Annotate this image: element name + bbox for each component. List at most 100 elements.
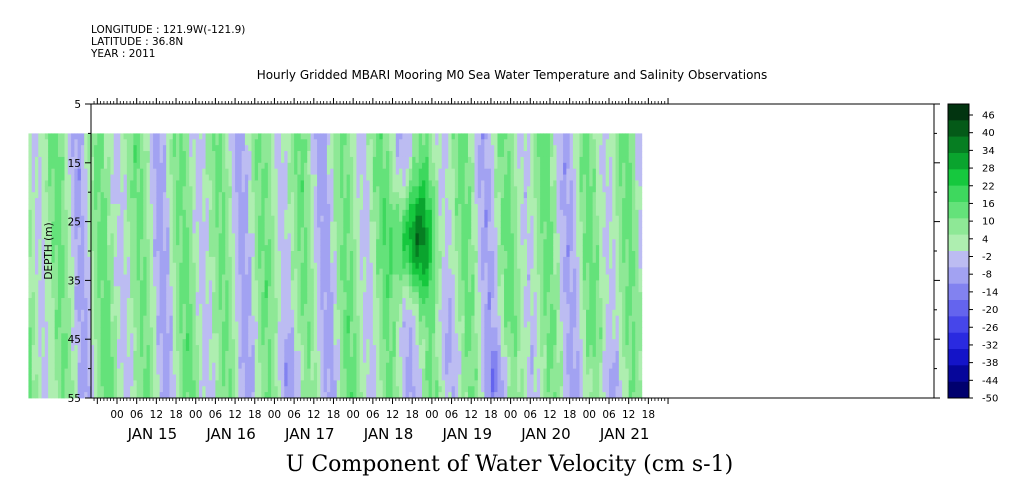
heatmap-cell — [100, 168, 105, 175]
heatmap-cell — [199, 262, 203, 270]
heatmap-cell — [248, 174, 252, 181]
heatmap-cell — [123, 162, 128, 170]
heatmap-cell — [162, 251, 167, 258]
heatmap-cell — [340, 151, 344, 158]
heatmap-cell — [267, 227, 272, 234]
heatmap-cell — [202, 145, 206, 152]
heatmap-cell — [320, 333, 325, 340]
heatmap-cell — [169, 139, 174, 146]
heatmap-cell — [353, 156, 357, 164]
heatmap-cell — [80, 174, 85, 181]
heatmap-cell — [64, 392, 69, 399]
heatmap-cell — [284, 198, 288, 205]
heatmap-cell — [372, 350, 377, 358]
heatmap-cell — [353, 151, 357, 158]
heatmap-cell — [218, 233, 223, 240]
heatmap-cell — [287, 298, 292, 305]
heatmap-cell — [267, 303, 272, 311]
heatmap-cell — [31, 345, 36, 352]
heatmap-cell — [310, 209, 315, 217]
heatmap-cell — [349, 339, 354, 346]
heatmap-cell — [317, 180, 321, 187]
heatmap-cell — [159, 292, 164, 299]
heatmap-cell — [244, 350, 249, 358]
heatmap-cell — [87, 145, 92, 152]
heatmap-cell — [87, 315, 92, 322]
heatmap-cell — [218, 221, 223, 228]
heatmap-cell — [274, 186, 279, 193]
heatmap-cell — [84, 292, 88, 299]
heatmap-cell — [117, 209, 121, 217]
heatmap-cell — [202, 139, 206, 146]
heatmap-cell — [189, 362, 193, 369]
heatmap-cell — [38, 268, 42, 275]
heatmap-cell — [221, 292, 226, 299]
heatmap-cell — [162, 362, 167, 369]
heatmap-cell — [100, 309, 105, 317]
heatmap-cell — [385, 215, 390, 222]
heatmap-cell — [110, 303, 115, 311]
heatmap-cell — [297, 139, 302, 146]
heatmap-cell — [369, 151, 374, 158]
heatmap-cell — [258, 192, 262, 199]
heatmap-cell — [123, 345, 128, 352]
heatmap-cell — [313, 133, 318, 140]
heatmap-cell — [218, 215, 223, 222]
heatmap-cell — [110, 221, 115, 228]
heatmap-cell — [159, 315, 164, 322]
heatmap-cell — [313, 392, 318, 399]
heatmap-cell — [48, 156, 52, 164]
heatmap-cell — [221, 239, 226, 246]
heatmap-cell — [54, 380, 59, 387]
heatmap-cell — [61, 315, 65, 322]
heatmap-cell — [300, 274, 305, 281]
heatmap-cell — [271, 368, 275, 375]
heatmap-cell — [274, 256, 279, 264]
heatmap-cell — [38, 345, 42, 352]
heatmap-cell — [57, 280, 62, 287]
heatmap-cell — [54, 368, 59, 375]
heatmap-cell — [31, 174, 36, 181]
heatmap-cell — [379, 233, 384, 240]
heatmap-cell — [31, 350, 36, 358]
heatmap-cell — [277, 209, 282, 217]
heatmap-cell — [389, 350, 393, 358]
heatmap-cell — [107, 221, 111, 228]
heatmap-cell — [363, 221, 367, 228]
heatmap-cell — [244, 333, 249, 340]
heatmap-cell — [389, 215, 393, 222]
heatmap-cell — [71, 262, 75, 270]
heatmap-cell — [277, 174, 282, 181]
heatmap-cell — [215, 262, 220, 270]
heatmap-cell — [284, 151, 288, 158]
heatmap-cell — [199, 368, 203, 375]
heatmap-cell — [389, 180, 393, 187]
heatmap-cell — [366, 292, 370, 299]
heatmap-cell — [87, 280, 92, 287]
heatmap-cell — [330, 209, 334, 217]
heatmap-cell — [333, 345, 338, 352]
heatmap-cell — [51, 186, 56, 193]
heatmap-cell — [241, 215, 246, 222]
heatmap-cell — [185, 180, 190, 187]
heatmap-cell — [94, 392, 98, 399]
heatmap-cell — [74, 162, 79, 170]
heatmap-cell — [244, 303, 249, 311]
heatmap-cell — [208, 209, 213, 217]
heatmap-cell — [376, 221, 380, 228]
heatmap-cell — [238, 286, 243, 293]
heatmap-cell — [366, 327, 370, 334]
heatmap-cell — [235, 386, 239, 393]
heatmap-cell — [28, 215, 33, 222]
heatmap-cell — [248, 309, 252, 317]
heatmap-cell — [169, 168, 174, 175]
heatmap-cell — [323, 221, 328, 228]
heatmap-cell — [117, 315, 121, 322]
heatmap-cell — [130, 227, 134, 234]
heatmap-cell — [251, 268, 256, 275]
heatmap-cell — [126, 309, 131, 317]
heatmap-cell — [176, 215, 180, 222]
heatmap-cell — [48, 345, 52, 352]
heatmap-cell — [120, 168, 124, 175]
heatmap-cell — [294, 339, 298, 346]
